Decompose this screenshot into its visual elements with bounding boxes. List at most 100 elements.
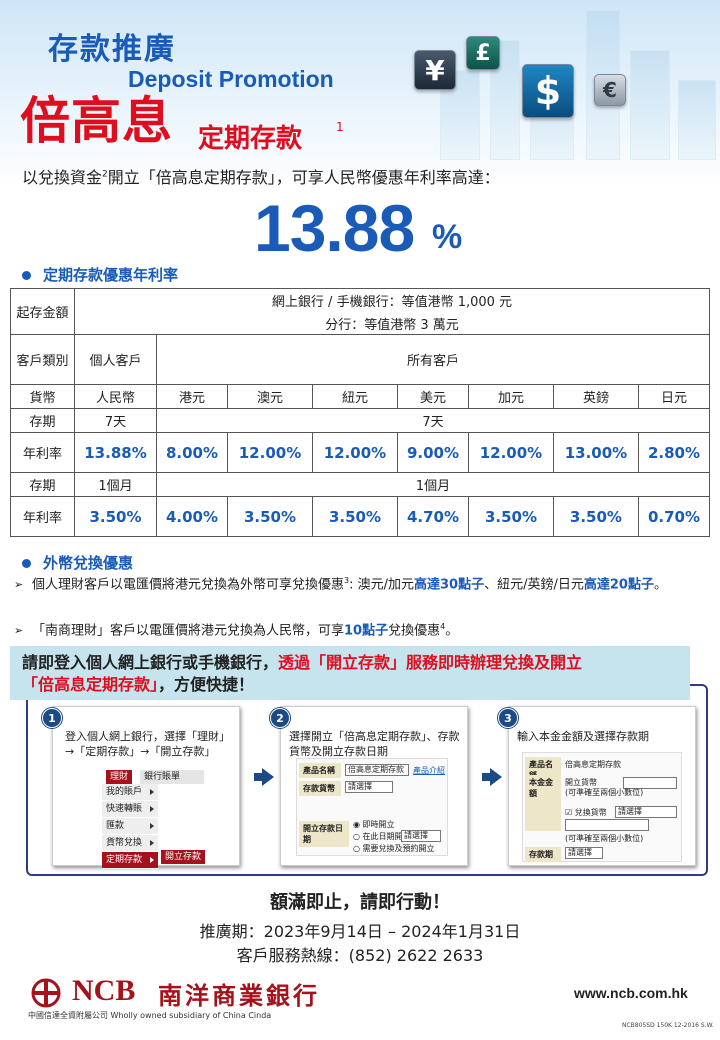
- step-3-form: 產品名稱 倍高息定期存款 本金金額 開立貨幣 (可準確至兩個小數位) ☑ 兌換貨…: [522, 752, 682, 862]
- step-2-text: 選擇開立「倍高息定期存款」、存款貨幣及開立存款日期: [289, 730, 460, 758]
- dollar-icon: $: [522, 64, 574, 118]
- currency-select[interactable]: 請選擇: [345, 781, 393, 793]
- menu-item-time-deposit[interactable]: 定期存款: [102, 852, 158, 869]
- arrow-right-icon: [482, 768, 502, 786]
- currency-cell: 日元: [637, 384, 711, 409]
- step-2-form: 產品名稱 倍高息定期存款 產品介紹 存款貨幣 請選擇 開立存款日期 ◉ 即時開立…: [296, 758, 448, 856]
- promo-title-cn: 存款推廣: [48, 32, 176, 67]
- ncb-logo-icon: [31, 978, 61, 1008]
- convert-amount-input[interactable]: [565, 819, 649, 831]
- convert-checkbox[interactable]: ☑ 兌換貨幣: [565, 808, 607, 817]
- customer-individual: 個人客戶: [74, 334, 157, 385]
- convert-currency-select[interactable]: 請選擇: [615, 806, 677, 818]
- currency-cell: 澳元: [227, 384, 313, 409]
- arrow-right-icon: [254, 768, 274, 786]
- rate-cell: 3.50%: [74, 496, 157, 537]
- footnote-ref: 1: [336, 120, 344, 134]
- rate-cell: 3.50%: [311, 496, 398, 537]
- cta-banner: 請即登入個人網上銀行或手機銀行，透過「開立存款」服務即時辦理兌換及開立 「倍高息…: [10, 646, 690, 700]
- caret-right-icon: [150, 857, 154, 863]
- intro-text: 以兌換資金2開立「倍高息定期存款」，可享人民幣優惠年利率高達：: [22, 168, 500, 187]
- product-intro-link[interactable]: 產品介紹: [413, 766, 445, 775]
- rate-cell: 3.50%: [467, 496, 554, 537]
- caret-right-icon: [150, 806, 154, 812]
- euro-icon: €: [594, 74, 626, 106]
- step-1-menu: 我的賬戶 快速轉賬 匯款 貨幣兌換 定期存款: [102, 784, 158, 869]
- hotline: 客戶服務熱線：(852) 2622 2633: [236, 946, 484, 965]
- radio-instant[interactable]: ◉ 即時開立: [353, 820, 395, 829]
- headline-rate-percent: %: [432, 218, 463, 256]
- rate-row-7d: 年利率 13.88% 8.00% 12.00% 12.00% 9.00% 12.…: [10, 432, 711, 473]
- menu-item[interactable]: 快速轉賬: [102, 801, 158, 818]
- rate-cell: 12.00%: [311, 432, 398, 473]
- rate-cell: 3.50%: [227, 496, 313, 537]
- rate-cell: 13.88%: [74, 432, 157, 473]
- rate-cell: 12.00%: [227, 432, 313, 473]
- website-link[interactable]: www.ncb.com.hk: [574, 985, 688, 1001]
- arrow-bullet-icon: ➢: [14, 624, 24, 638]
- ncb-logo-text: NCB: [72, 974, 136, 1007]
- ncb-logo-cn: 南洋商業銀行: [158, 981, 320, 1010]
- term-select[interactable]: 請選擇: [565, 847, 603, 859]
- min-amount-label: 起存金額: [10, 288, 75, 335]
- rates-table: 起存金額 網上銀行 / 手機銀行：等值港幣 1,000 元 分行：等值港幣 3 …: [10, 288, 711, 537]
- product-select[interactable]: 倍高息定期存款: [345, 764, 409, 776]
- rate-row-1m: 年利率 3.50% 4.00% 3.50% 3.50% 4.70% 3.50% …: [10, 496, 711, 537]
- currency-cell: 人民幣: [74, 384, 157, 409]
- radio-date[interactable]: ○ 在此日期開立: [353, 832, 411, 841]
- rate-cell: 0.70%: [637, 496, 711, 537]
- bullet-icon: [22, 559, 31, 568]
- currency-cell: 港元: [156, 384, 228, 409]
- rate-cell: 12.00%: [467, 432, 554, 473]
- caret-right-icon: [150, 789, 154, 795]
- tenor-row-7d: 存期 7天 7天: [10, 408, 710, 433]
- headline-rate: 13.88: [254, 191, 415, 265]
- menu-tab-statements[interactable]: 銀行賬單: [140, 770, 204, 784]
- currency-row: 貨幣 人民幣 港元 澳元 紐元 美元 加元 英鎊 日元: [10, 384, 711, 409]
- caret-right-icon: [150, 823, 154, 829]
- currency-cell: 紐元: [311, 384, 398, 409]
- promo-period: 推廣期：2023年9月14日 – 2024年1月31日: [199, 922, 521, 941]
- rate-cell: 13.00%: [552, 432, 639, 473]
- rates-heading: 定期存款優惠年利率: [22, 264, 178, 285]
- step-3-text: 輸入本金金額及選擇存款期: [517, 730, 649, 743]
- menu-item[interactable]: 匯款: [102, 818, 158, 835]
- menu-item[interactable]: 貨幣兌換: [102, 835, 158, 852]
- menu-item-open-deposit[interactable]: 開立存款: [160, 849, 207, 865]
- customer-all: 所有客戶: [156, 334, 710, 385]
- bullet-icon: [22, 271, 31, 280]
- subsidiary-note: 中國信達全資附屬公司 Wholly owned subsidiary of Ch…: [28, 1011, 272, 1020]
- caret-right-icon: [150, 840, 154, 846]
- menu-tab-wealth[interactable]: 理財: [106, 770, 133, 784]
- menu-item[interactable]: 我的賬戶: [102, 784, 158, 801]
- rate-cell: 4.70%: [396, 496, 469, 537]
- arrow-bullet-icon: ➢: [14, 578, 24, 592]
- promo-title-en: Deposit Promotion: [128, 66, 334, 92]
- step-1-text: 登入個人網上銀行，選擇「理財」→「定期存款」→「開立存款」: [65, 730, 230, 758]
- print-code: NCB805SD 150K 12-2016 S.W.: [622, 1022, 714, 1029]
- radio-convert[interactable]: ○ 需要兌換及預約開立: [353, 844, 435, 853]
- step-1-number: 1: [42, 708, 62, 728]
- rate-cell: 2.80%: [637, 432, 711, 473]
- rate-cell: 9.00%: [396, 432, 469, 473]
- currency-cell: 美元: [396, 384, 469, 409]
- hero-subtitle: 定期存款: [198, 124, 303, 154]
- amount-input[interactable]: [623, 777, 677, 789]
- fx-heading: 外幣兌換優惠: [22, 552, 133, 573]
- fx-bullet-1: ➢ 個人理財客戶以電匯價將港元兌換為外幣可享兌換優惠3: 澳元/加元高達30點子、…: [14, 570, 708, 596]
- step-3-number: 3: [498, 708, 518, 728]
- customer-label: 客戶類別: [10, 334, 75, 385]
- closing-headline: 額滿即止，請即行動！: [270, 892, 450, 913]
- rate-cell: 4.00%: [156, 496, 228, 537]
- fx-bullet-2: ➢ 「南商理財」客戶以電匯價將港元兌換為人民幣，可享10點子兌換優惠4。: [14, 616, 708, 642]
- currency-cell: 加元: [467, 384, 554, 409]
- pound-icon: £: [466, 36, 500, 70]
- yen-icon: ¥: [414, 50, 456, 90]
- date-select[interactable]: 請選擇: [401, 830, 441, 842]
- rate-cell: 3.50%: [552, 496, 639, 537]
- tenor-row-1m: 存期 1個月 1個月: [10, 472, 710, 497]
- min-amount-cell: 網上銀行 / 手機銀行：等值港幣 1,000 元 分行：等值港幣 3 萬元: [74, 288, 710, 335]
- step-2-number: 2: [270, 708, 290, 728]
- currency-cell: 英鎊: [552, 384, 639, 409]
- rate-cell: 8.00%: [156, 432, 228, 473]
